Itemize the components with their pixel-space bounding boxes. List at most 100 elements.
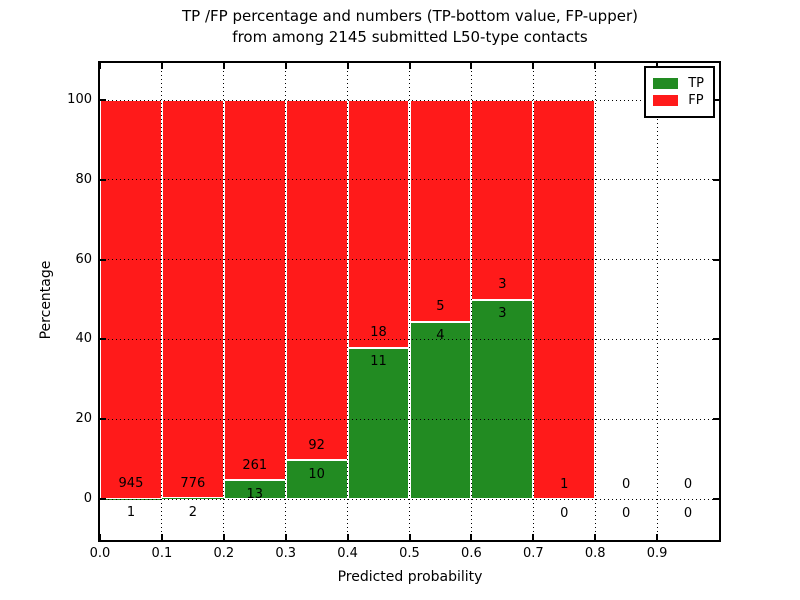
chart-title-line2: from among 2145 submitted L50-type conta… — [232, 28, 588, 46]
x-tick-mark — [408, 63, 411, 69]
vertical-gridline — [594, 63, 596, 540]
x-tick-label: 0.7 — [522, 546, 544, 561]
y-tick-label: 60 — [75, 251, 92, 267]
vertical-gridline — [409, 63, 410, 540]
tp-count-label: 2 — [188, 504, 197, 520]
y-axis-label: Percentage — [38, 260, 54, 340]
x-tick-label: 0.4 — [337, 546, 358, 561]
vertical-gridline — [285, 63, 287, 540]
bar-fp-segment — [100, 100, 162, 499]
x-tick-mark — [470, 63, 473, 69]
tp-count-label: 0 — [560, 505, 569, 521]
x-tick-label: 0.6 — [461, 546, 482, 561]
fp-count-label: 5 — [436, 299, 445, 315]
x-tick-label: 0.2 — [213, 546, 235, 561]
y-tick-mark — [100, 99, 106, 101]
y-tick-mark — [713, 258, 719, 261]
y-tick-label: 80 — [75, 171, 92, 187]
y-tick-label: 100 — [67, 92, 92, 107]
x-tick-label: 0.0 — [89, 546, 111, 561]
bar-tp-segment — [285, 459, 348, 499]
fp-count-label: 776 — [180, 475, 206, 491]
bar-tp-segment — [409, 321, 472, 499]
bar-fp-segment — [285, 100, 348, 460]
fp-count-label: 0 — [683, 476, 693, 492]
x-tick-label: 0.3 — [275, 546, 297, 561]
legend-label-tp: TP — [688, 76, 704, 91]
x-tick-mark — [346, 534, 349, 540]
plot-area: TP FP 945 1 776 2 261 13 92 10 18 11 5 4 3 3 1 0 0 0 0 0 — [98, 61, 721, 542]
tp-count-label: 13 — [246, 486, 264, 502]
x-tick-mark — [284, 63, 287, 69]
tp-count-label: 10 — [308, 466, 325, 482]
horizontal-gridline — [100, 259, 719, 261]
x-tick-mark — [408, 534, 411, 540]
legend-item-tp: TP — [653, 76, 704, 91]
tp-count-label: 0 — [683, 505, 693, 521]
y-tick-mark — [100, 418, 106, 421]
y-tick-mark — [713, 99, 719, 101]
bar-tp-segment — [471, 299, 534, 499]
y-tick-label: 0 — [83, 491, 92, 506]
fp-count-label: 3 — [498, 277, 507, 293]
vertical-gridline — [532, 63, 534, 540]
x-axis-label: Predicted probability — [337, 569, 483, 585]
x-tick-label: 0.8 — [584, 546, 606, 561]
tp-count-label: 4 — [436, 328, 445, 344]
fp-count-label: 0 — [622, 476, 631, 492]
fp-count-label: 92 — [308, 437, 325, 453]
y-tick-mark — [713, 178, 719, 181]
y-tick-mark — [100, 338, 106, 341]
x-tick-label: 0.1 — [151, 546, 173, 561]
fp-count-label: 261 — [242, 457, 268, 473]
tp-count-label: 1 — [126, 505, 136, 521]
bar-fp-segment — [161, 100, 224, 498]
bar-tp-segment — [161, 497, 224, 499]
vertical-gridline — [656, 63, 658, 540]
x-tick-mark — [346, 63, 349, 69]
x-tick-mark — [160, 63, 163, 69]
fp-count-label: 18 — [370, 325, 387, 341]
tp-count-label: 0 — [622, 505, 631, 521]
vertical-gridline — [347, 63, 349, 540]
x-tick-mark — [656, 534, 659, 540]
x-tick-mark — [470, 534, 473, 540]
horizontal-gridline — [100, 179, 719, 181]
x-tick-mark — [284, 534, 287, 540]
x-tick-mark — [222, 534, 225, 540]
y-tick-mark — [100, 498, 106, 500]
x-tick-mark — [99, 63, 101, 69]
y-tick-mark — [100, 258, 106, 261]
legend-item-fp: FP — [653, 93, 704, 108]
fp-color-swatch-icon — [653, 95, 679, 106]
y-tick-mark — [713, 338, 719, 341]
x-tick-mark — [594, 63, 597, 69]
vertical-gridline — [223, 63, 225, 540]
horizontal-gridline — [100, 338, 719, 340]
bar-fp-segment — [347, 100, 410, 348]
y-tick-label: 20 — [75, 411, 92, 427]
vertical-gridline — [470, 63, 472, 540]
vertical-gridline — [161, 63, 163, 540]
y-tick-mark — [100, 178, 106, 181]
legend: TP FP — [644, 66, 715, 118]
bar-fp-segment — [223, 100, 286, 481]
fp-count-label: 945 — [118, 476, 144, 492]
chart-title-line1: TP /FP percentage and numbers (TP-bottom… — [182, 7, 638, 25]
x-tick-mark — [99, 534, 101, 540]
x-tick-mark — [532, 63, 535, 69]
y-tick-mark — [713, 498, 719, 500]
bar-fp-segment — [409, 100, 472, 322]
horizontal-gridline — [100, 498, 719, 500]
y-tick-mark — [713, 418, 719, 421]
x-tick-label: 0.5 — [399, 546, 420, 561]
x-tick-label: 0.9 — [646, 546, 668, 561]
bar-tp-segment — [347, 347, 410, 499]
tp-color-swatch-icon — [653, 78, 679, 89]
horizontal-gridline — [100, 418, 719, 420]
fp-count-label: 1 — [560, 476, 569, 492]
horizontal-gridline — [100, 99, 719, 101]
bar-fp-segment — [533, 100, 596, 499]
x-tick-mark — [222, 63, 225, 69]
